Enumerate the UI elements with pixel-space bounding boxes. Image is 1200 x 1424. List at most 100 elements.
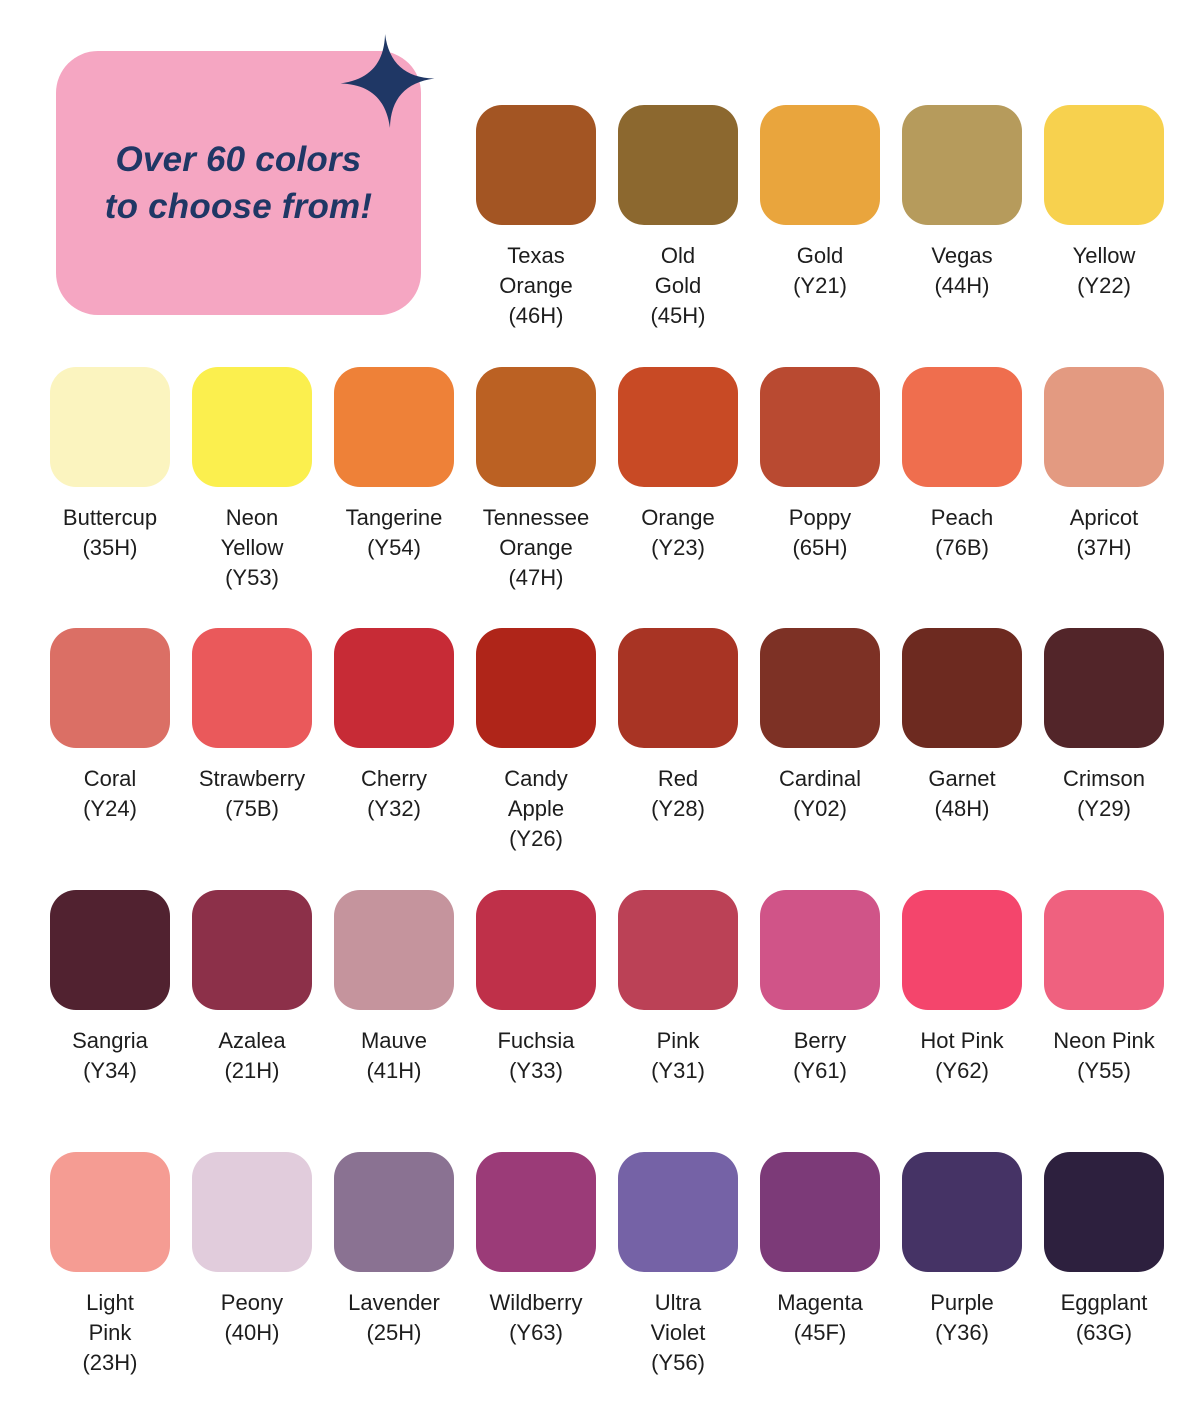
color-swatch [334,628,454,748]
swatch-label: Buttercup (35H) [39,503,181,563]
color-swatch [192,1152,312,1272]
color-swatch [50,628,170,748]
color-swatch [1044,890,1164,1010]
swatch-code: (Y33) [509,1058,563,1083]
color-swatch [760,1152,880,1272]
swatch-code: (45F) [793,1320,847,1345]
swatch-label: Hot Pink (Y62) [891,1026,1033,1086]
swatch-code: (Y34) [83,1058,137,1083]
color-swatch [902,890,1022,1010]
swatch-label: Fuchsia (Y33) [465,1026,607,1086]
swatch-code: (48H) [934,796,990,821]
color-swatch [476,105,596,225]
swatch-name: Pink [656,1028,700,1053]
swatch-code: (Y26) [509,826,563,851]
swatch-name: Cherry [360,766,427,791]
swatch-label: Neon Yellow (Y53) [181,503,323,593]
swatch-code: (Y36) [935,1320,989,1345]
swatch-name: Gold [796,243,844,268]
swatch-code: (Y56) [651,1350,705,1375]
swatch-name: Peach [930,505,994,530]
swatch-code: (Y53) [225,565,279,590]
color-swatch [334,890,454,1010]
color-swatch [902,1152,1022,1272]
swatch-label: Wildberry (Y63) [465,1288,607,1348]
color-swatch [618,1152,738,1272]
swatch-code: (Y22) [1077,273,1131,298]
swatch-label: Azalea (21H) [181,1026,323,1086]
swatch-name: Neon Yellow [220,505,284,560]
color-swatch [1044,367,1164,487]
swatch-code: (Y28) [651,796,705,821]
swatch-name: Tennessee Orange [482,505,590,560]
swatch-label: Eggplant (63G) [1033,1288,1175,1348]
swatch-code: (75B) [225,796,279,821]
color-swatch [192,628,312,748]
color-swatch [50,890,170,1010]
swatch-label: Texas Orange (46H) [465,241,607,331]
swatch-name: Old Gold [654,243,702,298]
color-swatch [1044,105,1164,225]
swatch-code: (44H) [934,273,990,298]
color-swatch [334,367,454,487]
color-swatch [760,890,880,1010]
swatch-label: Gold (Y21) [749,241,891,301]
swatch-name: Crimson [1063,766,1145,791]
color-swatch [902,628,1022,748]
color-swatch [476,367,596,487]
swatch-name: Berry [793,1028,847,1053]
swatch-label: Cherry (Y32) [323,764,465,824]
swatch-name: Azalea [218,1028,286,1053]
swatch-code: (Y61) [793,1058,847,1083]
swatch-label: Tennessee Orange (47H) [465,503,607,593]
swatch-name: Texas Orange [499,243,573,298]
swatch-label: Candy Apple (Y26) [465,764,607,854]
color-swatch [192,367,312,487]
color-swatch [618,628,738,748]
swatch-label: Mauve (41H) [323,1026,465,1086]
color-swatch [902,367,1022,487]
swatch-name: Purple [930,1290,994,1315]
swatch-name: Cardinal [779,766,861,791]
color-swatch [334,1152,454,1272]
swatch-name: Yellow [1072,243,1136,268]
swatch-code: (23H) [82,1350,138,1375]
swatch-label: Coral (Y24) [39,764,181,824]
swatch-code: (Y31) [651,1058,705,1083]
swatch-label: Apricot (37H) [1033,503,1175,563]
swatch-code: (Y32) [367,796,421,821]
swatch-name: Buttercup [62,505,158,530]
color-swatch [1044,1152,1164,1272]
swatch-name: Magenta [777,1290,863,1315]
swatch-code: (37H) [1076,535,1132,560]
swatch-label: Poppy (65H) [749,503,891,563]
sparkle-icon [340,34,435,128]
swatch-name: Fuchsia [497,1028,575,1053]
color-swatch [476,890,596,1010]
swatch-name: Apricot [1069,505,1139,530]
swatch-code: (21H) [224,1058,280,1083]
swatch-code: (Y54) [367,535,421,560]
swatch-code: (41H) [366,1058,422,1083]
swatch-name: Tangerine [345,505,443,530]
color-swatch [760,105,880,225]
swatch-code: (65H) [792,535,848,560]
swatch-name: Lavender [348,1290,440,1315]
swatch-label: Tangerine (Y54) [323,503,465,563]
swatch-name: Peony [220,1290,284,1315]
swatch-name: Red [657,766,699,791]
swatch-label: Old Gold (45H) [607,241,749,331]
swatch-name: Eggplant [1060,1290,1148,1315]
color-swatch [760,628,880,748]
color-swatch [192,890,312,1010]
swatch-label: Yellow (Y22) [1033,241,1175,301]
swatch-code: (Y63) [509,1320,563,1345]
swatch-code: (Y55) [1077,1058,1131,1083]
color-swatch [50,367,170,487]
swatch-label: Garnet (48H) [891,764,1033,824]
swatch-name: Vegas [931,243,993,268]
swatch-code: (46H) [508,303,564,328]
swatch-label: Sangria (Y34) [39,1026,181,1086]
swatch-name: Hot Pink [920,1028,1004,1053]
swatch-name: Wildberry [489,1290,583,1315]
